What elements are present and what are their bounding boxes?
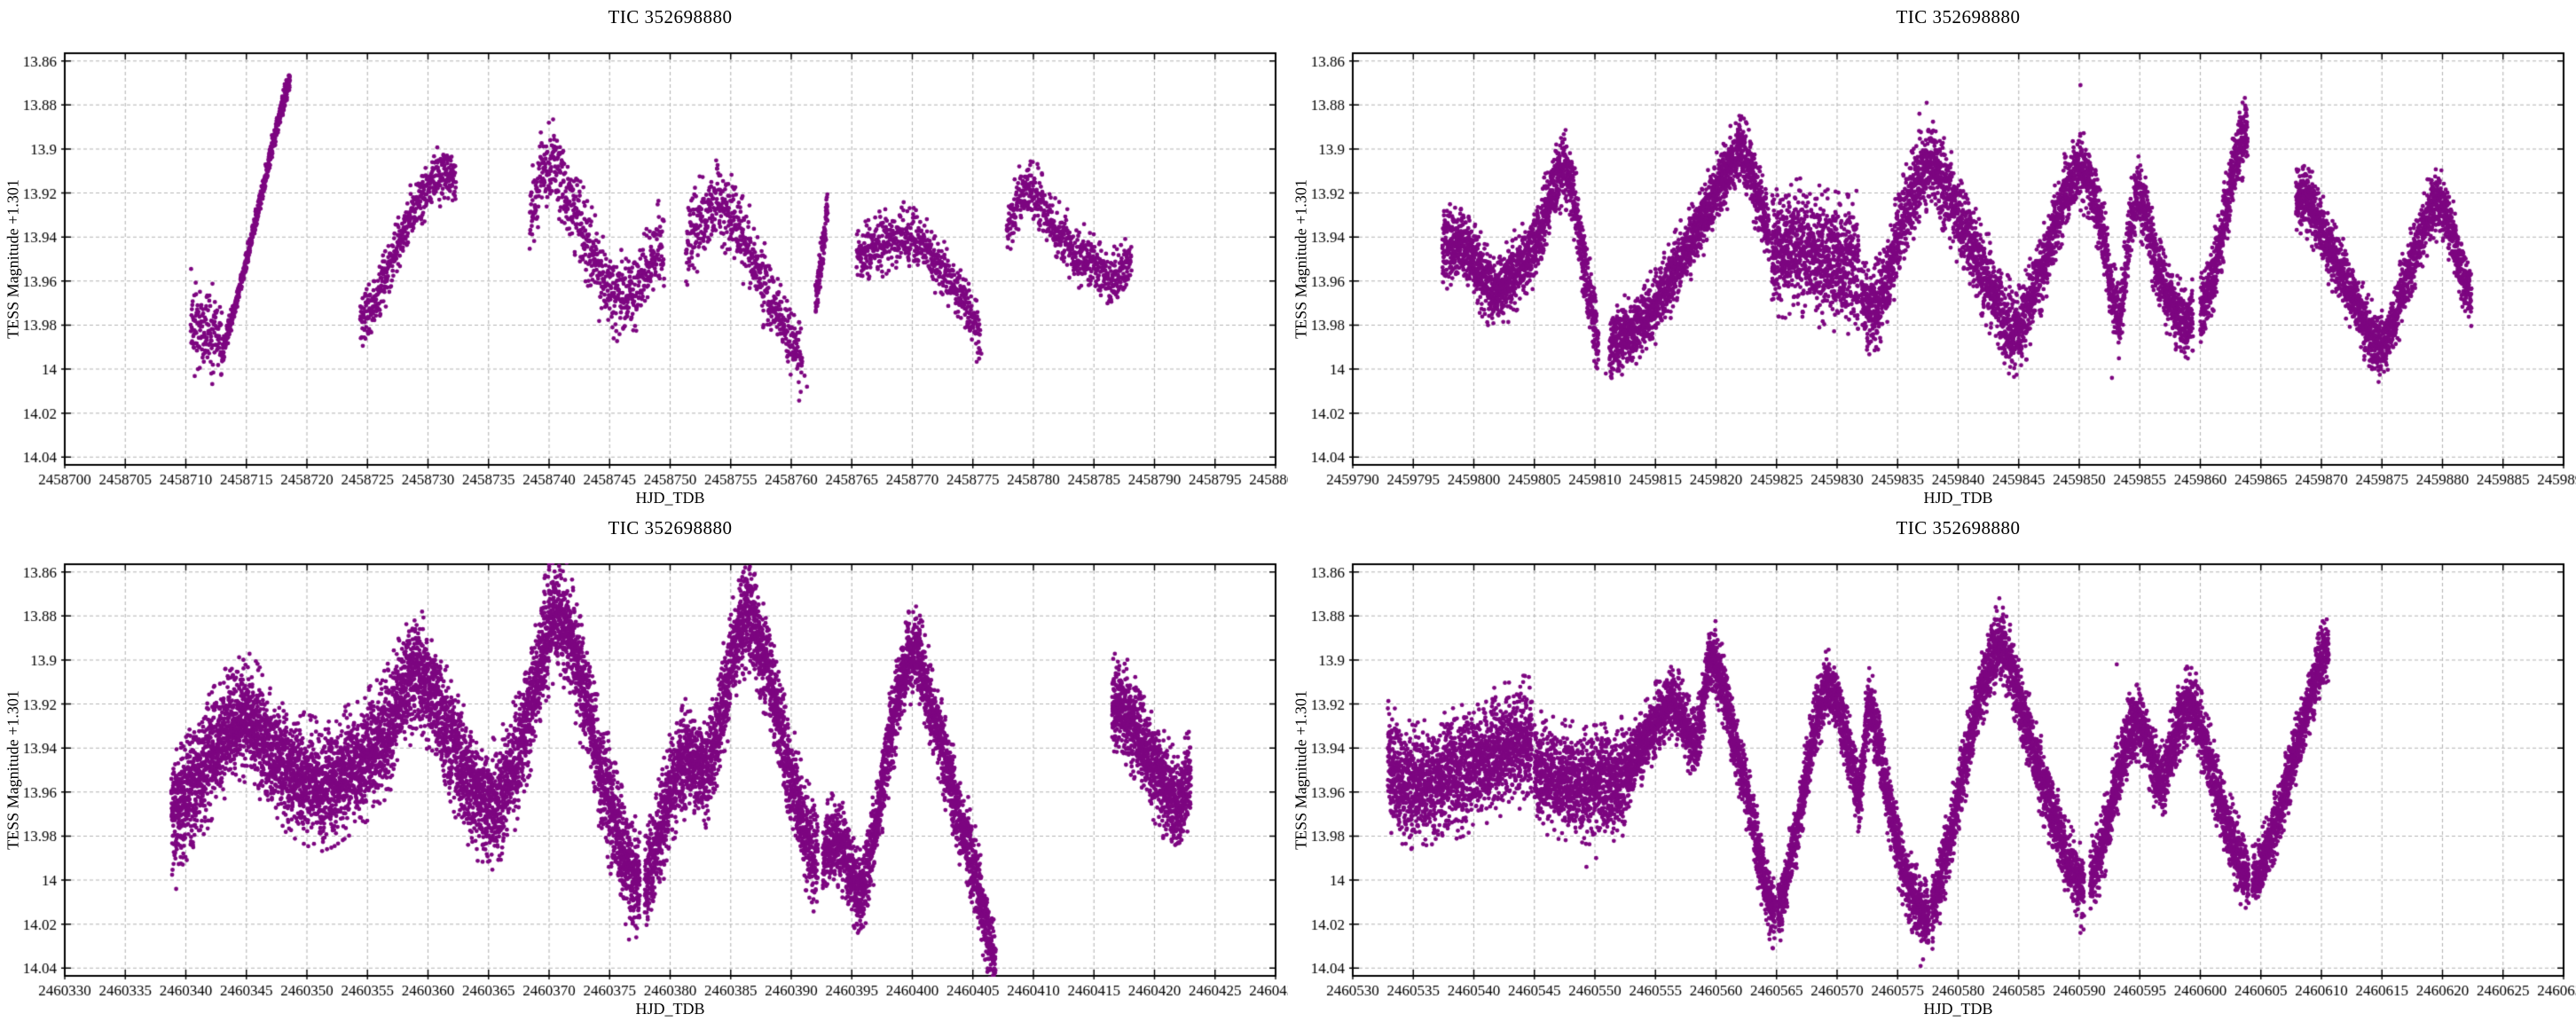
x-axis-label: HJD_TDB xyxy=(635,1000,705,1018)
scatter-canvas xyxy=(1288,511,2576,1022)
scatter-canvas xyxy=(1288,0,2576,511)
x-axis-label: HJD_TDB xyxy=(635,489,705,507)
scatter-canvas xyxy=(0,511,1288,1022)
light-curve-panel-sector1: TIC 352698880 TESS Magnitude +1.301 HJD_… xyxy=(0,0,1288,511)
x-axis-label: HJD_TDB xyxy=(1923,1000,1993,1018)
x-axis-label: HJD_TDB xyxy=(1923,489,1993,507)
light-curve-panel-sector3: TIC 352698880 TESS Magnitude +1.301 HJD_… xyxy=(0,511,1288,1022)
light-curve-panel-sector2: TIC 352698880 TESS Magnitude +1.301 HJD_… xyxy=(1288,0,2576,511)
scatter-canvas xyxy=(0,0,1288,511)
light-curve-panel-sector4: TIC 352698880 TESS Magnitude +1.301 HJD_… xyxy=(1288,511,2576,1022)
